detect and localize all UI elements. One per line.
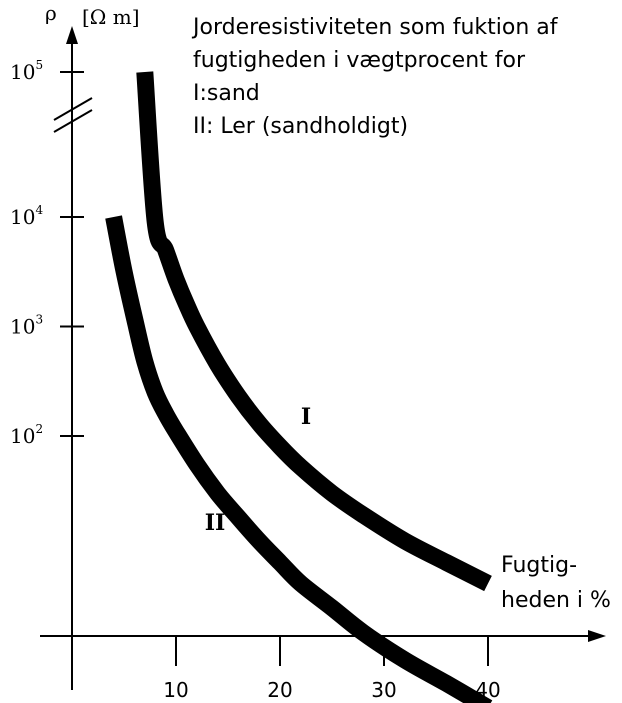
x-axis-arrowhead: [588, 630, 606, 642]
x-axis-label-line: heden i %: [501, 588, 611, 613]
series-layer: [105, 71, 493, 703]
y-tick-label: 103: [10, 313, 43, 339]
series-label: I: [301, 404, 311, 430]
x-tick-label: 20: [267, 678, 292, 702]
chart-title: Jorderesistiviteten som fuktion af fugti…: [191, 15, 559, 139]
series-line: [136, 71, 492, 592]
y-axis-arrowhead: [66, 26, 78, 44]
y-axis-symbol: ρ: [45, 1, 57, 25]
title-line: II: Ler (sandholdigt): [193, 114, 408, 139]
y-axis-unit: [Ω m]: [82, 5, 140, 29]
title-line: fugtigheden i vægtprocent for: [193, 48, 526, 73]
y-axis-break: [53, 97, 93, 133]
y-ticks: 105 104 103 102: [10, 58, 84, 448]
x-tick-label: 30: [371, 678, 396, 702]
title-line: Jorderesistiviteten som fuktion af: [191, 15, 559, 40]
x-axis-label-line: Fugtig-: [501, 553, 577, 578]
axes: [40, 26, 606, 690]
y-tick-label: 104: [10, 203, 43, 229]
series-label: II: [205, 510, 226, 536]
y-tick-label: 105: [10, 58, 43, 84]
y-tick-label: 102: [10, 422, 43, 448]
x-tick-label: 10: [163, 678, 188, 702]
x-ticks: 10 20 30 40: [163, 636, 501, 702]
title-line: I:sand: [193, 81, 260, 106]
series-line: [105, 215, 493, 703]
